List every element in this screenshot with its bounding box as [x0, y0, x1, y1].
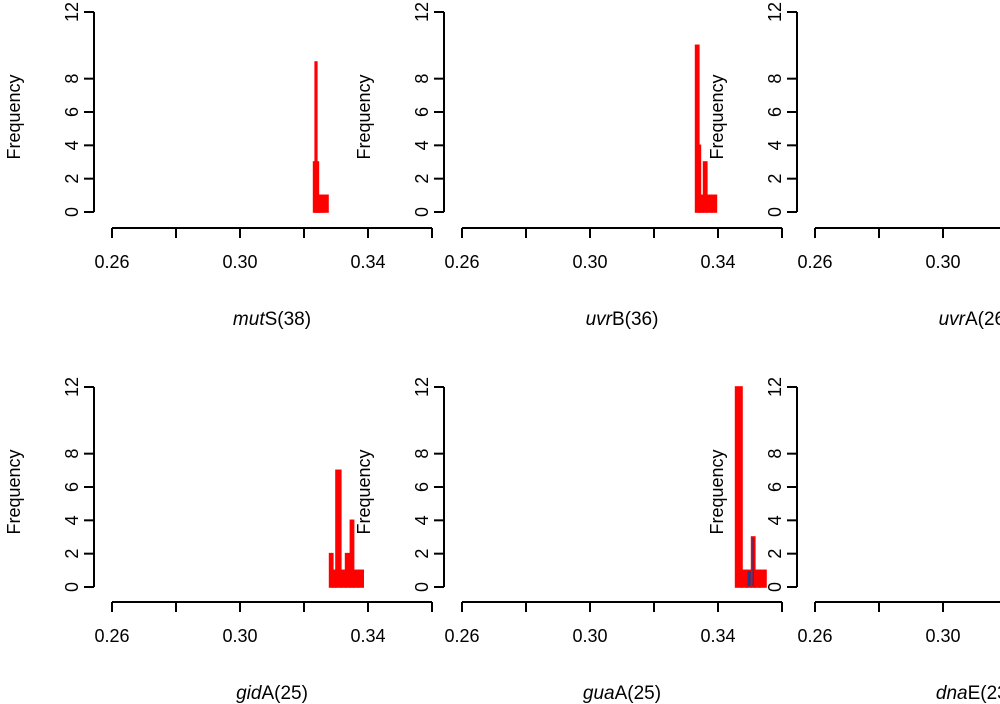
histogram-bar: [322, 194, 329, 213]
y-tick-label: 12: [62, 2, 82, 22]
y-tick-label: 4: [62, 140, 82, 150]
y-tick-label: 6: [765, 107, 785, 117]
y-tick-label: 12: [62, 377, 82, 397]
histogram-bar: [734, 386, 743, 588]
x-axis-label: gidA(25): [236, 683, 308, 704]
histogram-bar: [702, 161, 708, 213]
y-tick-label: 0: [765, 207, 785, 217]
x-tick-label: 0.34: [350, 252, 385, 272]
y-axis-label: Frequency: [354, 74, 374, 159]
y-tick-label: 12: [412, 377, 432, 397]
x-axis-label: dnaE(23): [936, 683, 1000, 704]
y-tick-label: 4: [62, 515, 82, 525]
y-tick-label: 12: [765, 2, 785, 22]
x-tick-label: 0.26: [797, 626, 832, 646]
y-tick-label: 0: [412, 582, 432, 592]
y-axis-label: Frequency: [707, 449, 727, 534]
y-tick-label: 4: [412, 140, 432, 150]
y-tick-label: 2: [765, 549, 785, 559]
y-tick-label: 6: [62, 107, 82, 117]
x-tick-label: 0.26: [444, 626, 479, 646]
y-tick-label: 2: [62, 174, 82, 184]
y-tick-label: 0: [62, 207, 82, 217]
x-tick-label: 0.26: [444, 252, 479, 272]
x-axis-label: guaA(25): [583, 683, 661, 704]
y-axis-label: Frequency: [4, 449, 24, 534]
y-tick-label: 8: [62, 449, 82, 459]
x-tick-label: 0.30: [572, 626, 607, 646]
y-tick-label: 12: [765, 377, 785, 397]
histogram-bar: [357, 569, 364, 588]
x-tick-label: 0.34: [700, 626, 735, 646]
histogram-panel: 0 2 4 6 8 12 Frequency 0.26 0.30 0.34 mutS(38): [4, 2, 433, 330]
x-tick-label: 0.30: [222, 252, 257, 272]
y-tick-label: 0: [765, 582, 785, 592]
y-tick-label: 12: [412, 2, 432, 22]
y-tick-label: 2: [62, 549, 82, 559]
y-tick-label: 2: [412, 549, 432, 559]
x-axis-label: uvrA(26): [939, 309, 1000, 330]
x-tick-label: 0.30: [925, 626, 960, 646]
x-tick-label: 0.30: [925, 252, 960, 272]
y-tick-label: 8: [765, 449, 785, 459]
x-axis-label: uvrB(36): [586, 309, 659, 330]
x-tick-label: 0.34: [350, 626, 385, 646]
histogram-bar: [758, 569, 767, 588]
y-tick-label: 8: [765, 74, 785, 84]
y-tick-label: 8: [412, 74, 432, 84]
histogram-bar: [697, 144, 702, 213]
y-tick-label: 8: [412, 449, 432, 459]
histogram-bar: [349, 519, 355, 588]
y-tick-label: 6: [412, 107, 432, 117]
y-tick-label: 2: [412, 174, 432, 184]
x-tick-label: 0.30: [572, 252, 607, 272]
histogram-bar: [694, 44, 700, 213]
histogram-bar: [315, 161, 320, 213]
y-axis-label: Frequency: [707, 74, 727, 159]
x-tick-label: 0.26: [94, 626, 129, 646]
x-tick-label: 0.34: [700, 252, 735, 272]
y-tick-label: 6: [412, 482, 432, 492]
y-tick-label: 6: [62, 482, 82, 492]
y-axis-label: Frequency: [4, 74, 24, 159]
y-tick-label: 0: [62, 582, 82, 592]
histogram-bar: [710, 194, 718, 213]
y-tick-label: 8: [62, 74, 82, 84]
x-tick-label: 0.30: [222, 626, 257, 646]
histogram-bar: [750, 536, 756, 588]
histogram-panel: 0 2 4 6 8 12 Frequency 0.26 0.30 0.34 uvrB(36): [354, 2, 783, 330]
y-tick-label: 4: [765, 515, 785, 525]
x-tick-label: 0.26: [797, 252, 832, 272]
y-axis-label: Frequency: [354, 449, 374, 534]
histogram-bar: [335, 469, 342, 588]
x-axis-label: mutS(38): [233, 309, 311, 330]
histogram-panel: 0 2 4 6 8 12 Frequency 0.26 0.30 0.34 gidA(25): [4, 377, 433, 704]
y-tick-label: 2: [765, 174, 785, 184]
x-tick-label: 0.26: [94, 252, 129, 272]
y-tick-label: 4: [412, 515, 432, 525]
histogram-panel: 0 2 4 6 8 12 Frequency 0.26 0.30 0.34 guaA(25): [354, 377, 783, 704]
y-tick-label: 4: [765, 140, 785, 150]
y-tick-label: 0: [412, 207, 432, 217]
y-tick-label: 6: [765, 482, 785, 492]
